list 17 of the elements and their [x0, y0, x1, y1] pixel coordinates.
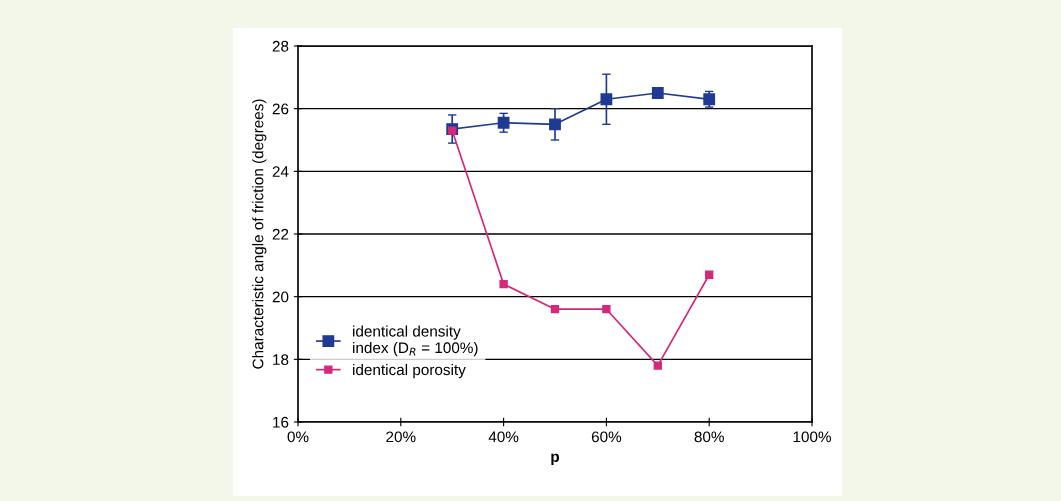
x-tick-label: 60%	[591, 431, 622, 443]
x-tick-label: 80%	[694, 431, 724, 443]
y-tick-label: 20	[272, 291, 289, 303]
x-tick-label: 0%	[287, 431, 309, 443]
y-tick-label: 28	[272, 40, 289, 52]
y-tick-label: 22	[272, 228, 289, 240]
legend-label: identical density index (D$_{R}$ = 100%)	[353, 325, 478, 357]
x-axis-title: p	[551, 453, 560, 466]
y-tick-label: 18	[273, 354, 289, 366]
x-tick-label: 40%	[488, 431, 519, 443]
x-tick-label: 20%	[386, 431, 416, 443]
y-tick-label: 16	[273, 416, 289, 428]
legend-label: identical porosity	[353, 363, 466, 379]
y-tick-label: 26	[272, 103, 289, 115]
y-axis-title: Characteristic angle of friction (degrees)	[252, 99, 267, 369]
x-tick-label: 100%	[793, 431, 831, 443]
y-tick-label: 24	[272, 166, 289, 177]
